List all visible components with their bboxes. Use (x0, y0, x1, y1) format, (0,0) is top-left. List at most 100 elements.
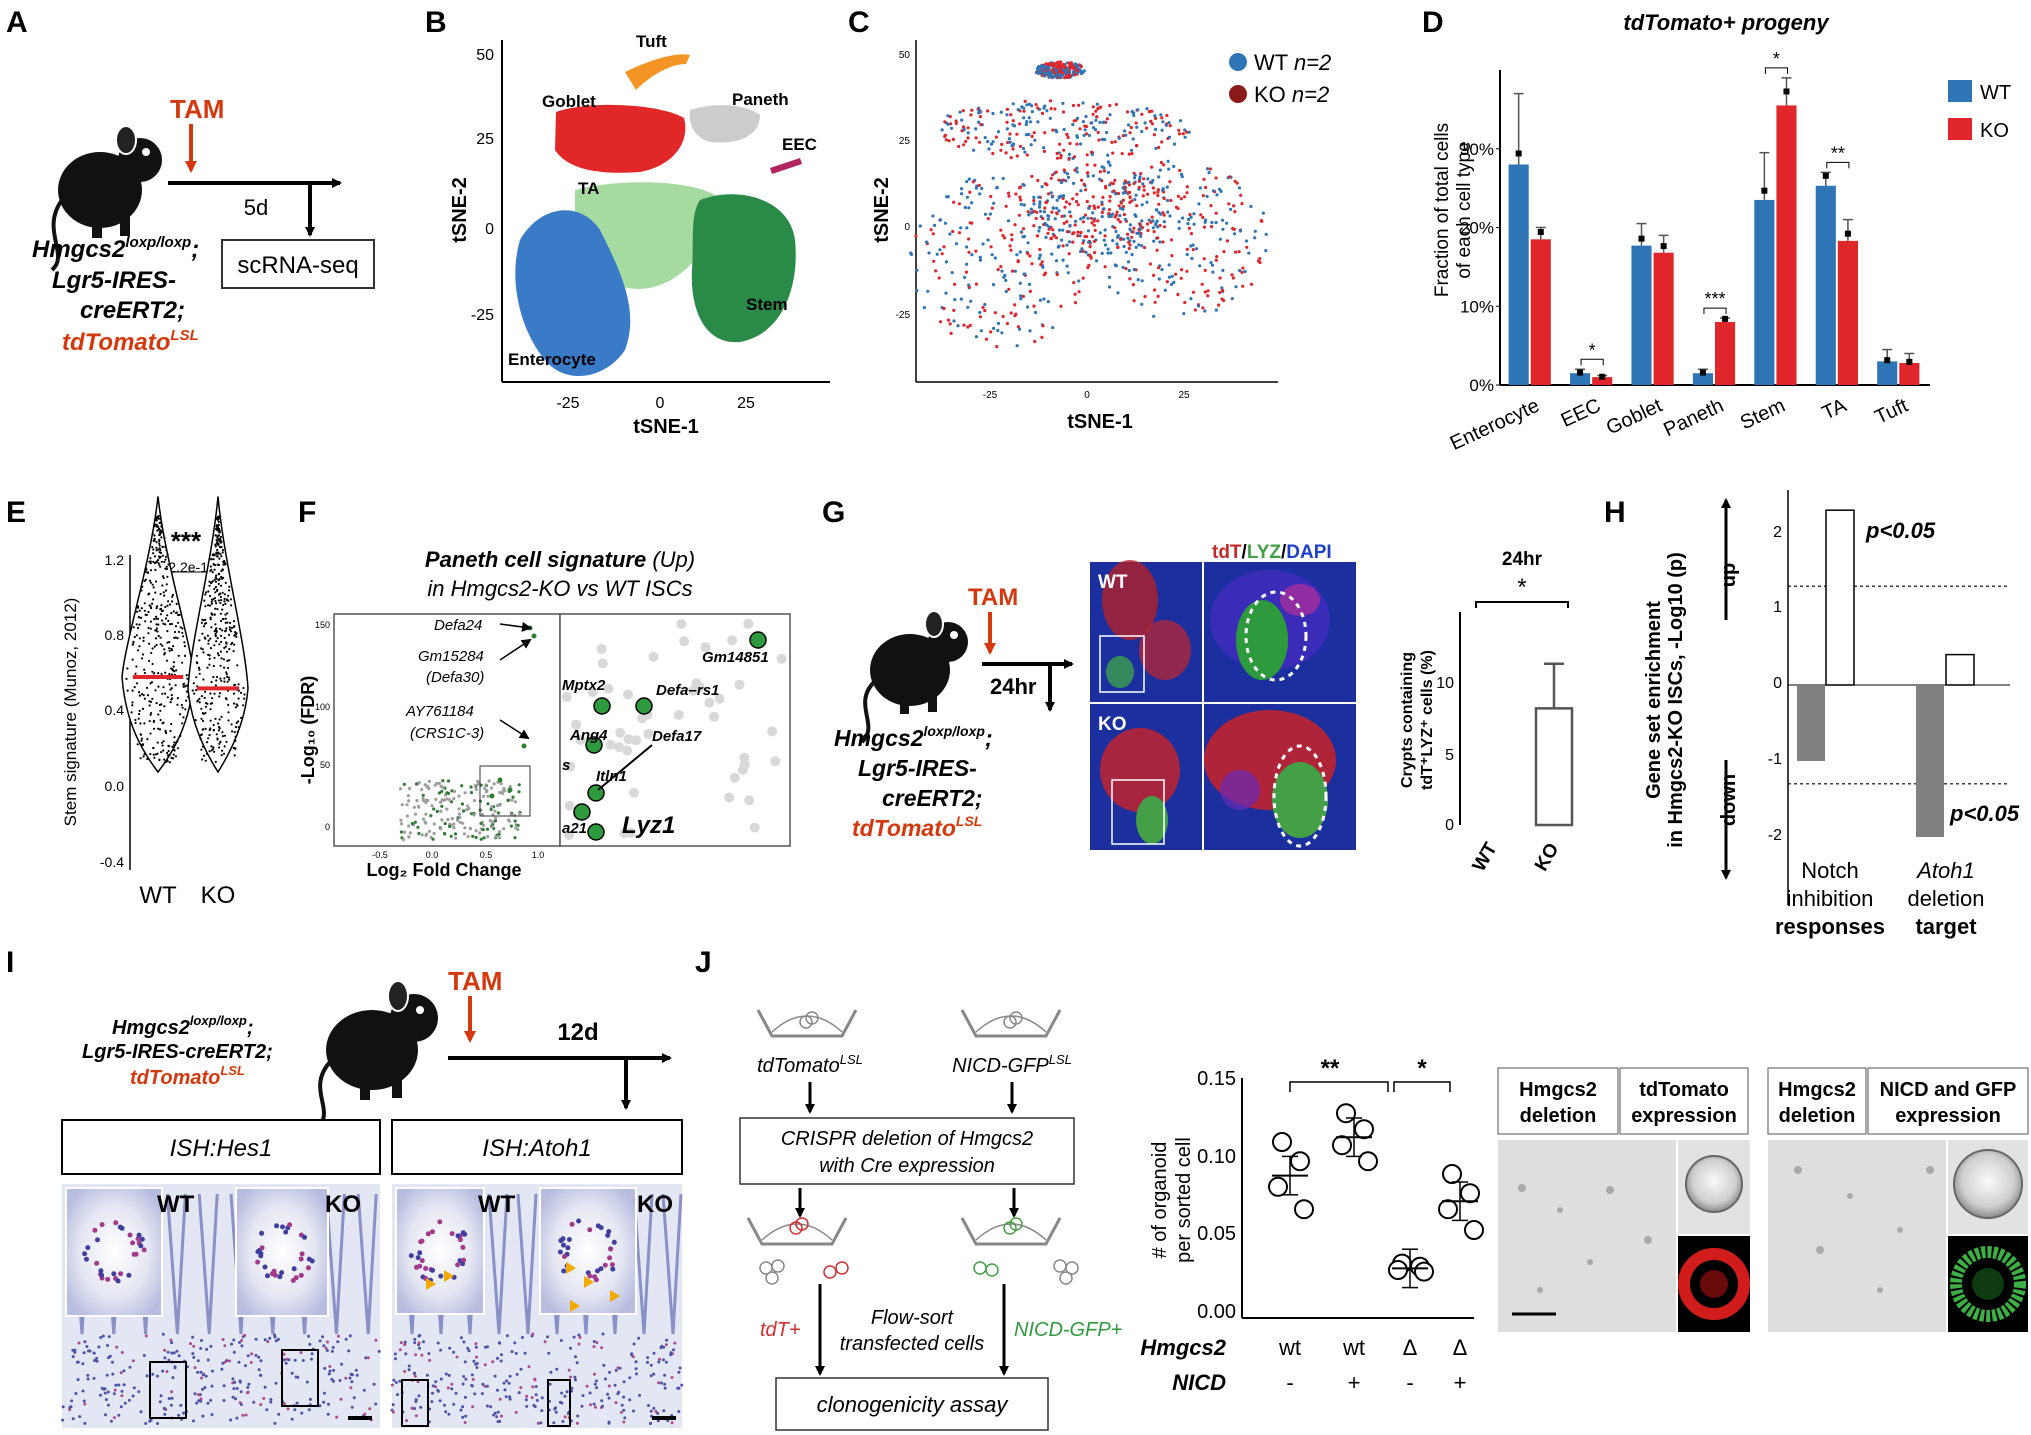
i-inset-cell (415, 1255, 421, 1261)
i-nucleus (601, 1332, 605, 1336)
i-nucleus (163, 1412, 167, 1416)
g-stain-legend: tdT/LYZ/DAPI (1212, 542, 1332, 563)
f-point-sig (489, 793, 495, 799)
i-nucleus (177, 1413, 181, 1417)
e-point (210, 626, 213, 629)
e-point (154, 568, 157, 572)
f-point (450, 817, 454, 821)
f-zoom-sig (593, 697, 611, 715)
i-nucleus (374, 1402, 378, 1406)
c-point (1032, 209, 1036, 213)
c-point (1100, 215, 1104, 219)
c-point (1013, 269, 1018, 273)
i-nucleus (463, 1421, 467, 1424)
i-nucleus (496, 1420, 500, 1424)
c-point (1015, 253, 1019, 257)
f-point (479, 837, 483, 841)
i-nucleus (525, 1394, 529, 1398)
c-point (1002, 275, 1006, 279)
c-point (1004, 151, 1008, 155)
e-point (234, 735, 237, 738)
c-point (1068, 202, 1072, 206)
f-point (412, 805, 416, 809)
c-point (1011, 123, 1015, 127)
c-point (1083, 234, 1087, 239)
c-point (979, 329, 984, 333)
i-nucleus (308, 1342, 312, 1346)
f-point (439, 827, 443, 831)
e-point (156, 559, 160, 562)
e-point (132, 626, 135, 629)
e-point (223, 680, 226, 683)
j-dot (1388, 1260, 1408, 1280)
e-point (231, 730, 234, 733)
c-point (1100, 165, 1104, 169)
e-point (172, 665, 175, 668)
c-point (1214, 211, 1218, 215)
e-point (225, 671, 228, 674)
i-nucleus (555, 1367, 559, 1371)
e-point (209, 719, 212, 722)
i-nucleus (220, 1367, 224, 1371)
c-point (1114, 229, 1118, 234)
c-point (1197, 202, 1201, 206)
i-nucleus (243, 1333, 247, 1337)
i-nucleus (244, 1364, 247, 1368)
legend-wt-dot (1229, 53, 1247, 71)
e-point (223, 734, 227, 737)
c-point (1075, 64, 1080, 68)
j-ytick: 0.15 (1197, 1068, 1236, 1090)
i-ish-hes1-box (61, 1119, 381, 1175)
e-point (219, 677, 222, 680)
days-label: 5d (244, 195, 268, 220)
i-nucleus (335, 1415, 339, 1419)
c-point (1064, 70, 1068, 74)
i-nucleus (209, 1344, 213, 1348)
i-nucleus (196, 1359, 200, 1363)
e-point (201, 618, 204, 622)
c-point (1153, 300, 1157, 304)
c-point (1114, 192, 1118, 196)
i-nucleus (549, 1370, 553, 1374)
c-point (1218, 276, 1222, 280)
c-point (1253, 236, 1257, 240)
e-point (185, 684, 188, 687)
c-point (965, 195, 970, 199)
panel-g: G TAM 24hr Hmgcs2loxp/loxp; Lgr5-IRES- c… (822, 496, 1574, 875)
e-point (181, 627, 184, 630)
c-point (938, 218, 943, 222)
e-point (160, 560, 163, 563)
e-point (160, 751, 163, 754)
c-point (1015, 132, 1019, 136)
c-point (989, 330, 993, 334)
i-nucleus (481, 1382, 485, 1386)
c-point (983, 302, 987, 307)
c-point (1050, 195, 1054, 199)
e-point (204, 759, 207, 762)
f-zoom-sig (573, 803, 591, 821)
i-nucleus (462, 1340, 466, 1344)
c-point (1022, 109, 1026, 113)
f-point (472, 799, 477, 803)
f-point (426, 798, 430, 803)
e-point (220, 634, 223, 638)
e-point (223, 636, 226, 640)
c-point (1028, 254, 1032, 258)
f-ytick: 50 (320, 760, 330, 770)
c-point (1071, 240, 1075, 244)
c-point (968, 323, 972, 327)
c-point (1137, 243, 1141, 247)
f-point (440, 818, 444, 822)
c-point (952, 319, 956, 323)
c-point (974, 335, 979, 339)
i-nucleus (577, 1333, 581, 1337)
e-point (146, 738, 149, 741)
c-point (1072, 231, 1076, 235)
c-point (1201, 215, 1205, 220)
i-nucleus (600, 1346, 604, 1350)
c-point (962, 143, 966, 147)
c-point (1046, 217, 1050, 221)
i-nucleus (210, 1384, 214, 1388)
e-point (210, 558, 213, 561)
f-point (434, 797, 438, 802)
